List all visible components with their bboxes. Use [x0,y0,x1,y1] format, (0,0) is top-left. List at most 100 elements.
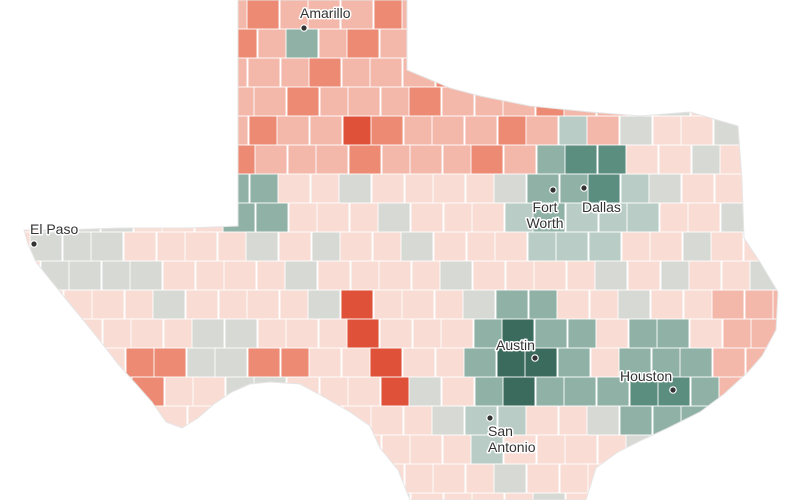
county [122,463,156,495]
county [598,492,632,500]
county [24,144,39,176]
county [185,289,219,321]
county [222,202,256,234]
county [503,144,537,176]
county [410,202,444,234]
county [160,434,194,466]
county [381,434,415,466]
county [101,260,135,292]
county [24,318,42,350]
county [782,493,800,500]
county [24,86,43,118]
county [534,318,568,350]
county [71,434,105,466]
county [535,86,569,118]
county [656,28,690,60]
county [534,28,568,60]
county [24,347,32,379]
county [340,0,374,31]
county [341,347,375,379]
county [617,0,651,31]
county [526,463,560,495]
county [129,260,163,292]
county [408,376,442,408]
county [37,376,71,408]
county [371,173,405,205]
county [30,289,64,321]
county [556,0,590,31]
county [226,144,260,176]
county [24,405,33,437]
county [224,28,258,60]
county [319,376,353,408]
county [689,318,723,350]
county [785,87,800,117]
county [557,347,591,379]
county [216,173,250,205]
county [435,347,469,379]
county [131,376,165,408]
county [341,57,375,89]
county [315,144,349,176]
county [745,347,778,379]
county [680,405,714,437]
county [618,57,652,89]
county [752,434,778,466]
county [658,144,692,176]
county [347,86,381,118]
county [462,289,496,321]
county [464,115,498,147]
county [404,173,438,205]
county [91,0,125,31]
county [566,260,600,292]
el-paso-label: El Paso [30,221,78,237]
county [772,0,778,31]
county [744,289,778,321]
county [194,202,228,234]
county [783,261,800,291]
county [473,28,507,60]
county [691,434,725,466]
county [462,0,496,31]
county [309,405,343,437]
county [222,492,256,500]
county [370,115,404,147]
county [339,231,373,263]
county [625,144,659,176]
county [28,173,62,205]
county [527,231,561,263]
county [463,347,497,379]
county [718,86,752,118]
county [214,57,248,89]
county [493,173,527,205]
county [191,28,225,60]
county [24,492,40,500]
county [774,405,778,437]
county [102,318,136,350]
county [775,463,778,495]
county [781,435,800,465]
san-antonio-label-line: Antonio [488,439,536,455]
county [443,492,477,500]
county [752,144,778,176]
county [369,347,403,379]
county [254,434,288,466]
county [433,231,467,263]
county [346,318,380,350]
county [598,202,632,234]
county [402,57,436,89]
county [503,434,537,466]
county [442,434,476,466]
county [409,434,443,466]
county [439,260,473,292]
county [371,463,405,495]
county [403,115,437,147]
county [648,173,682,205]
county [440,28,474,60]
county [218,289,252,321]
county [153,57,187,89]
county [94,173,128,205]
county [649,231,683,263]
county [373,289,407,321]
